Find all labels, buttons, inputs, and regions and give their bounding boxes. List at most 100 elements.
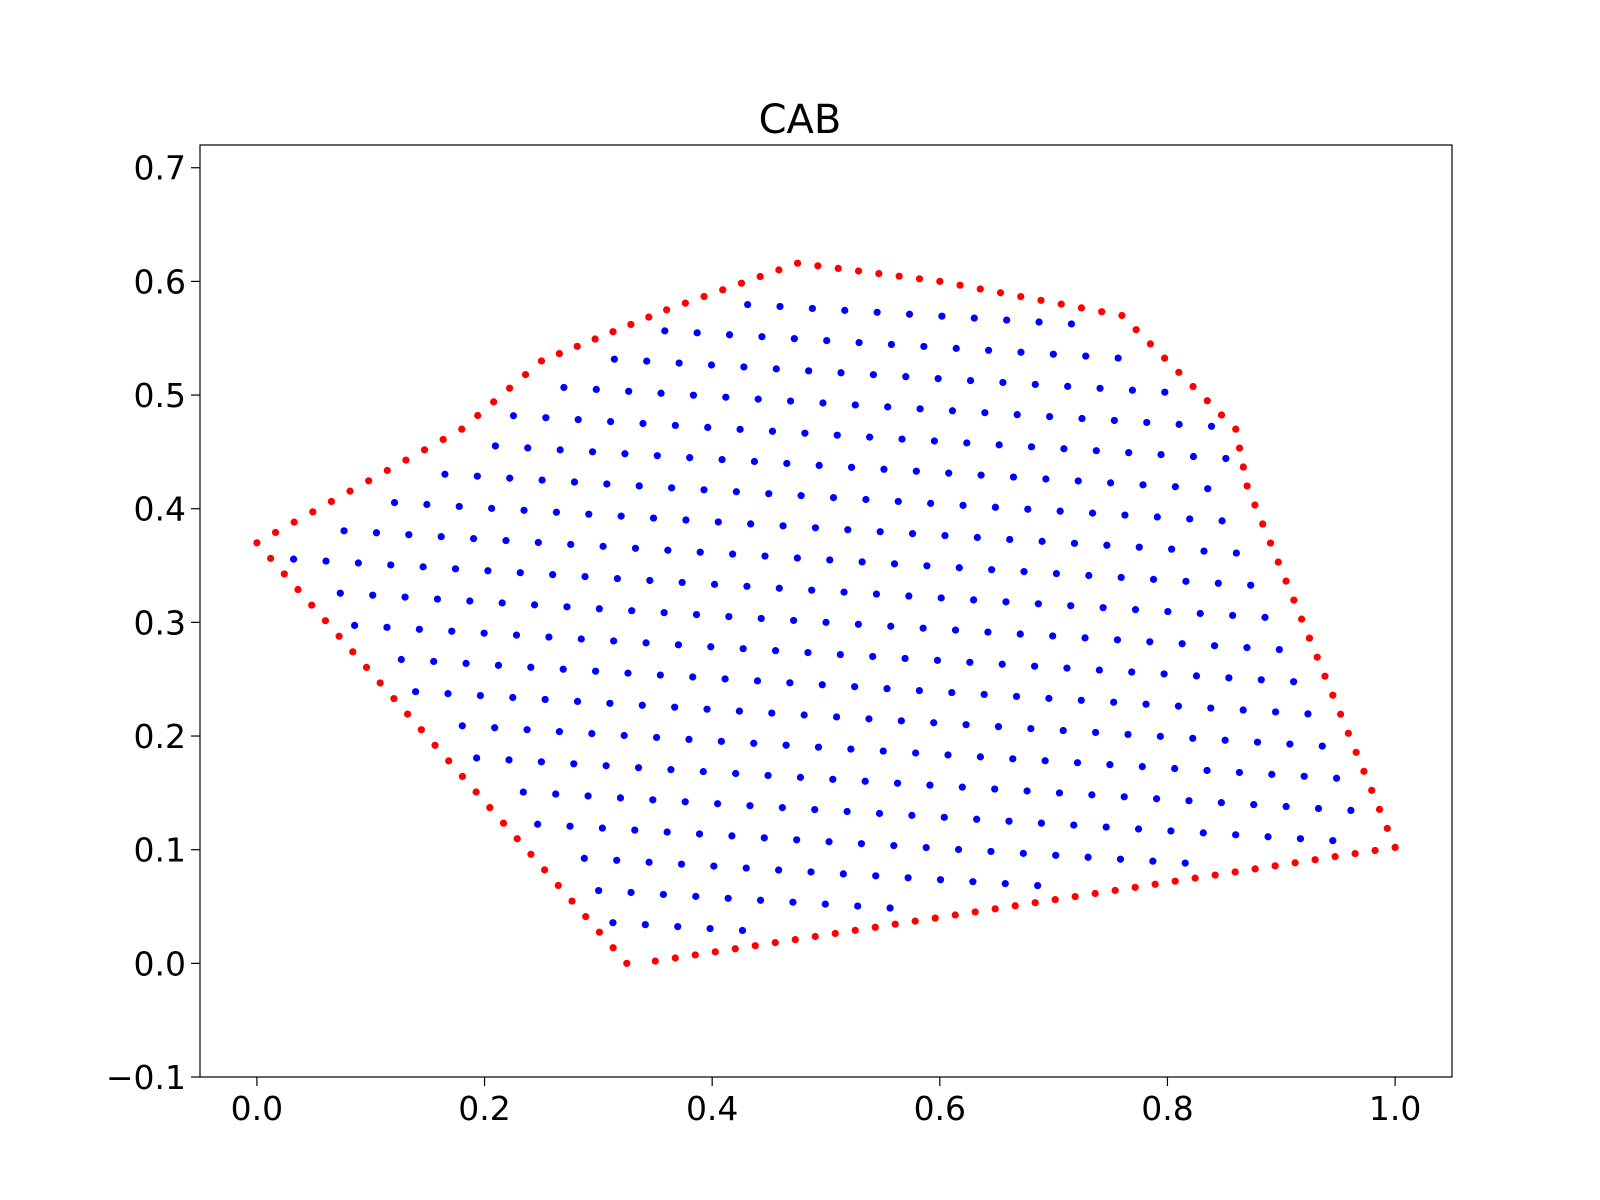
- interior-point: [862, 495, 870, 504]
- interior-point: [840, 588, 848, 596]
- interior-point: [890, 560, 899, 568]
- interior-point: [893, 779, 902, 787]
- interior-point: [689, 391, 698, 399]
- interior-point: [959, 501, 967, 509]
- boundary-point: [915, 275, 924, 283]
- interior-point: [930, 437, 939, 445]
- interior-point: [607, 417, 615, 426]
- interior-point: [1067, 602, 1075, 610]
- interior-point: [725, 331, 734, 339]
- interior-point: [1096, 384, 1104, 392]
- interior-point: [455, 502, 463, 511]
- interior-point: [1030, 662, 1039, 670]
- interior-point: [729, 550, 737, 558]
- boundary-point: [309, 508, 317, 516]
- interior-point: [1332, 774, 1341, 782]
- interior-point: [872, 590, 881, 598]
- interior-point: [1138, 762, 1146, 771]
- interior-point: [290, 555, 298, 563]
- interior-point: [585, 510, 593, 518]
- interior-point: [778, 804, 786, 812]
- interior-point: [934, 374, 942, 383]
- interior-point: [649, 796, 657, 804]
- interior-point: [966, 658, 974, 666]
- interior-point: [473, 472, 481, 480]
- interior-point: [340, 527, 348, 535]
- interior-point: [875, 809, 884, 818]
- interior-point: [775, 584, 783, 592]
- interior-point: [1214, 579, 1222, 587]
- interior-point: [901, 654, 909, 663]
- interior-point: [758, 333, 766, 341]
- interior-point: [823, 337, 831, 345]
- boundary-point: [1251, 865, 1259, 873]
- interior-point: [1182, 577, 1190, 585]
- boundary-point: [1161, 354, 1169, 362]
- interior-point: [588, 729, 596, 738]
- interior-point: [937, 594, 945, 602]
- interior-point: [668, 484, 676, 492]
- boundary-point: [541, 866, 549, 874]
- interior-point: [800, 711, 808, 719]
- interior-point: [938, 312, 946, 320]
- interior-point: [1153, 513, 1161, 521]
- boundary-point: [1360, 767, 1368, 775]
- interior-point: [1239, 706, 1247, 714]
- interior-point: [437, 533, 445, 541]
- interior-point: [1192, 672, 1201, 680]
- boundary-point: [691, 951, 699, 959]
- interior-point: [397, 655, 405, 664]
- interior-point: [661, 327, 669, 335]
- interior-point: [369, 591, 377, 599]
- interior-point: [1128, 386, 1137, 394]
- boundary-point: [474, 411, 482, 420]
- boundary-point: [956, 281, 964, 289]
- interior-point: [760, 834, 768, 842]
- boundary-point: [591, 335, 599, 343]
- interior-point: [1034, 881, 1042, 890]
- interior-point: [631, 544, 640, 552]
- interior-point: [1178, 640, 1186, 648]
- interior-point: [1296, 835, 1305, 843]
- interior-point: [671, 703, 679, 711]
- interior-point: [966, 376, 975, 385]
- interior-point: [866, 433, 874, 441]
- interior-point: [944, 751, 952, 759]
- interior-point: [512, 631, 521, 639]
- boundary-point: [1111, 886, 1119, 895]
- interior-point: [822, 618, 830, 626]
- interior-point: [537, 758, 545, 766]
- interior-point: [955, 564, 963, 572]
- interior-point: [1229, 611, 1237, 620]
- interior-point: [825, 838, 833, 846]
- interior-point: [574, 416, 582, 424]
- interior-point: [1092, 728, 1100, 737]
- boundary-point: [751, 942, 759, 950]
- boundary-point: [445, 757, 453, 765]
- y-tick-label: 0.7: [134, 149, 186, 188]
- interior-point: [509, 693, 517, 702]
- interior-point: [1077, 696, 1085, 704]
- interior-point: [1020, 568, 1028, 576]
- interior-point: [552, 508, 561, 516]
- interior-point: [674, 641, 683, 649]
- interior-point: [1016, 630, 1024, 638]
- interior-point: [480, 629, 488, 637]
- interior-point: [620, 731, 628, 740]
- interior-point: [1203, 766, 1211, 775]
- interior-point: [560, 383, 568, 392]
- boundary-point: [472, 788, 480, 796]
- interior-point: [1088, 791, 1096, 799]
- interior-point: [941, 531, 949, 540]
- interior-point: [717, 737, 725, 745]
- boundary-point: [1329, 691, 1337, 699]
- interior-point: [858, 558, 866, 566]
- interior-point: [1282, 802, 1290, 811]
- interior-point: [1247, 581, 1255, 589]
- interior-point: [808, 586, 816, 594]
- interior-point: [1218, 517, 1226, 525]
- boundary-point: [1011, 902, 1019, 910]
- interior-point: [541, 695, 549, 704]
- interior-point: [991, 503, 1000, 511]
